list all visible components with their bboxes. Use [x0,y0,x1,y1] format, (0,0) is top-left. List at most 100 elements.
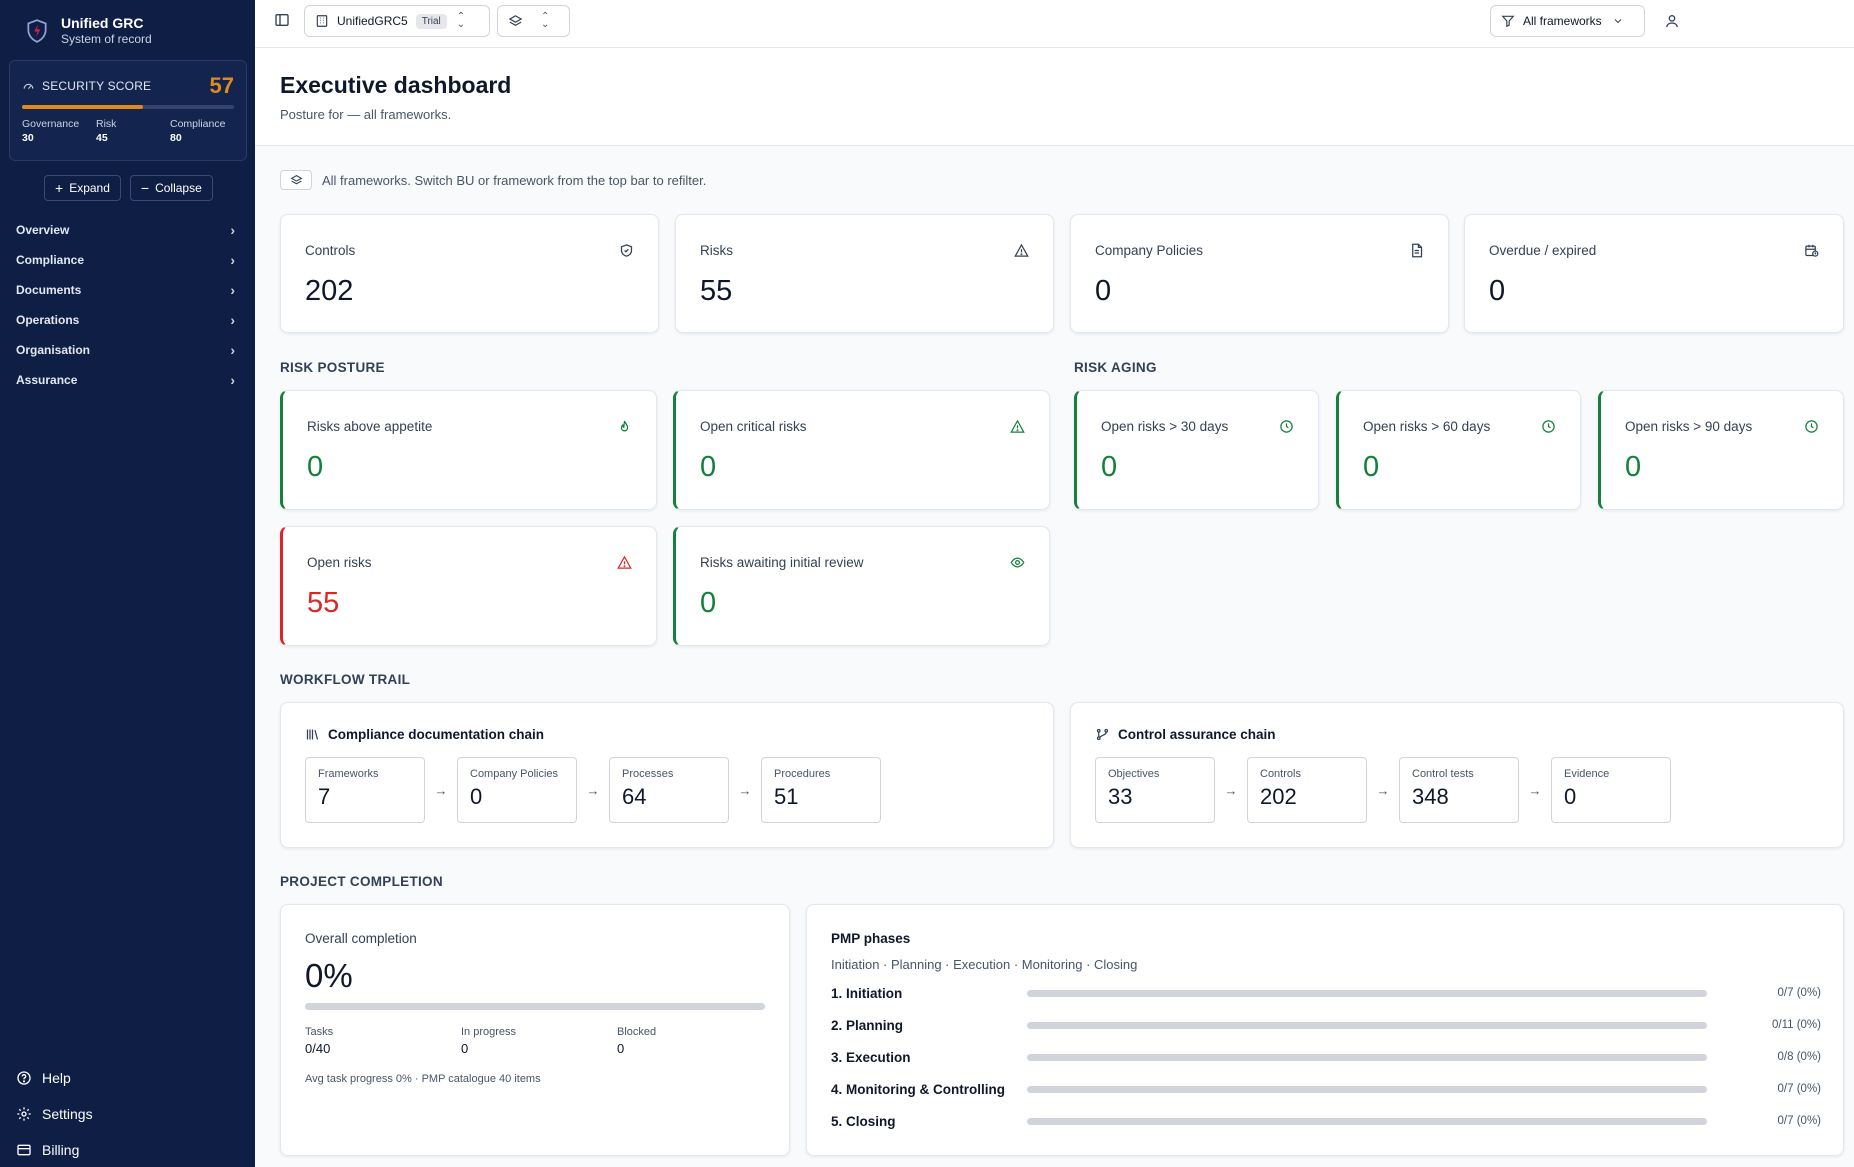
kpi-value: 0 [1625,451,1642,483]
phase-name: 1. Initiation [831,985,903,1001]
phase-name: 5. Closing [831,1113,896,1129]
kpi-value: 0 [1363,451,1380,483]
user-menu-button[interactable] [1664,13,1680,34]
aging-card-60-days[interactable]: Open risks > 60 days 0 [1336,390,1581,510]
blocked-label: Blocked [617,1026,657,1038]
page-header: Executive dashboard Posture for — all fr… [255,48,1854,146]
billing-link[interactable]: Billing [0,1132,255,1167]
chain-step-company-policies[interactable]: Company Policies 0 [457,757,577,823]
gauge-icon [23,83,34,89]
kpi-value: 55 [307,587,340,619]
arrow-right-icon: → [434,782,448,798]
sidebar-item-organisation[interactable]: Organisation › [0,335,255,365]
pmp-phases-title: PMP phases [831,931,911,946]
collapse-button[interactable]: − Collapse [129,175,213,201]
chain-step-control-tests[interactable]: Control tests 348 [1399,757,1519,823]
governance-value: 30 [22,132,34,144]
risk-value: 45 [96,132,108,144]
chain-step-value: 64 [622,784,647,809]
chain-title-text: Control assurance chain [1118,727,1276,742]
overall-completion-label: Overall completion [305,931,417,946]
warning-triangle-icon [1014,243,1029,257]
sidebar-item-overview[interactable]: Overview › [0,215,255,245]
kpi-card-risks[interactable]: Risks 55 [675,214,1054,333]
chevron-right-icon: › [230,372,235,388]
phase-progress-bar [1027,1021,1707,1029]
kpi-card-controls[interactable]: Controls 202 [280,214,659,333]
security-score-bar [22,105,234,109]
chain-step-procedures[interactable]: Procedures 51 [761,757,881,823]
sidebar-item-label: Compliance [16,253,85,267]
in-progress-value: 0 [461,1041,469,1056]
warning-triangle-icon [617,555,632,569]
project-completion-heading: PROJECT COMPLETION [280,874,443,889]
sidebar-item-assurance[interactable]: Assurance › [0,365,255,395]
aging-card-90-days[interactable]: Open risks > 90 days 0 [1598,390,1844,510]
eye-icon [1010,557,1025,568]
chevron-right-icon: › [230,252,235,268]
framework-layer-selector[interactable]: ⌃ ⌄ [497,5,570,37]
phase-row-initiation[interactable]: 1. Initiation 0/7 (0%) [831,983,1821,1003]
chain-step-evidence[interactable]: Evidence 0 [1551,757,1671,823]
brand[interactable]: Unified GRC System of record [0,0,255,52]
control-assurance-chain: Control assurance chain Objectives 33 → C… [1070,702,1844,848]
sidebar-item-documents[interactable]: Documents › [0,275,255,305]
kpi-value: 0 [700,587,717,619]
aging-card-30-days[interactable]: Open risks > 30 days 0 [1074,390,1319,510]
chevrons-up-down-icon: ⌃ ⌄ [456,11,466,30]
phase-progress-bar [1027,1085,1707,1093]
sidebar-item-compliance[interactable]: Compliance › [0,245,255,275]
chevron-right-icon: › [230,222,235,238]
layers-icon [508,14,523,26]
settings-label: Settings [42,1106,93,1122]
phase-progress-bar [1027,989,1707,997]
kpi-label: Open critical risks [700,419,807,434]
kpi-label: Open risks [307,555,372,570]
chain-step-label: Company Policies [470,768,559,780]
chain-step-objectives[interactable]: Objectives 33 [1095,757,1215,823]
kpi-card-overdue[interactable]: Overdue / expired 0 [1464,214,1844,333]
chain-step-processes[interactable]: Processes 64 [609,757,729,823]
sidebar: Unified GRC System of record SECURITY SC… [0,0,255,1167]
settings-link[interactable]: Settings [0,1096,255,1132]
page-title: Executive dashboard [280,72,512,98]
help-link[interactable]: Help [0,1060,255,1096]
risk-card-awaiting-review[interactable]: Risks awaiting initial review 0 [673,526,1050,646]
security-score-label: SECURITY SCORE [22,79,151,93]
sidebar-item-operations[interactable]: Operations › [0,305,255,335]
phase-row-closing[interactable]: 5. Closing 0/7 (0%) [831,1111,1821,1131]
org-selector[interactable]: UnifiedGRC5 Trial ⌃ ⌄ [304,5,490,37]
chain-step-frameworks[interactable]: Frameworks 7 [305,757,425,823]
arrow-right-icon: → [738,782,752,798]
phase-row-monitoring[interactable]: 4. Monitoring & Controlling 0/7 (0%) [831,1079,1821,1099]
chain-step-controls[interactable]: Controls 202 [1247,757,1367,823]
risk-label: Risk [96,118,117,130]
filter-notice-text: All frameworks. Switch BU or framework f… [322,172,707,188]
risk-card-open-risks[interactable]: Open risks 55 [280,526,657,646]
risk-stat: Risk 45 [96,117,170,145]
risk-card-above-appetite[interactable]: Risks above appetite 0 [280,390,657,510]
minus-icon: − [140,180,150,196]
risk-card-open-critical[interactable]: Open critical risks 0 [673,390,1050,510]
chevrons-up-down-icon: ⌃ ⌄ [541,11,550,30]
phase-row-execution[interactable]: 3. Execution 0/8 (0%) [831,1047,1821,1067]
sidebar-toggle-button[interactable] [274,12,290,33]
warning-triangle-icon [1010,419,1025,433]
completion-footnote: Avg task progress 0% · PMP catalogue 40 … [305,1073,541,1085]
overall-completion-bar [305,1003,765,1010]
expand-button[interactable]: + Expand [44,175,121,201]
clock-icon [1280,420,1293,433]
chain-step-value: 0 [470,784,483,809]
kpi-card-company-policies[interactable]: Company Policies 0 [1070,214,1449,333]
chain-step-value: 33 [1108,784,1133,809]
compliance-label: Compliance [170,118,226,130]
sidebar-item-label: Organisation [16,343,91,357]
chevron-right-icon: › [230,282,235,298]
arrow-right-icon: → [1376,782,1390,798]
flame-icon [620,420,629,432]
phase-row-planning[interactable]: 2. Planning 0/11 (0%) [831,1015,1821,1035]
page-subtitle: Posture for — all frameworks. [280,107,452,122]
framework-filter[interactable]: All frameworks [1490,5,1645,37]
blocked-value: 0 [617,1041,625,1056]
phase-name: 2. Planning [831,1017,904,1033]
